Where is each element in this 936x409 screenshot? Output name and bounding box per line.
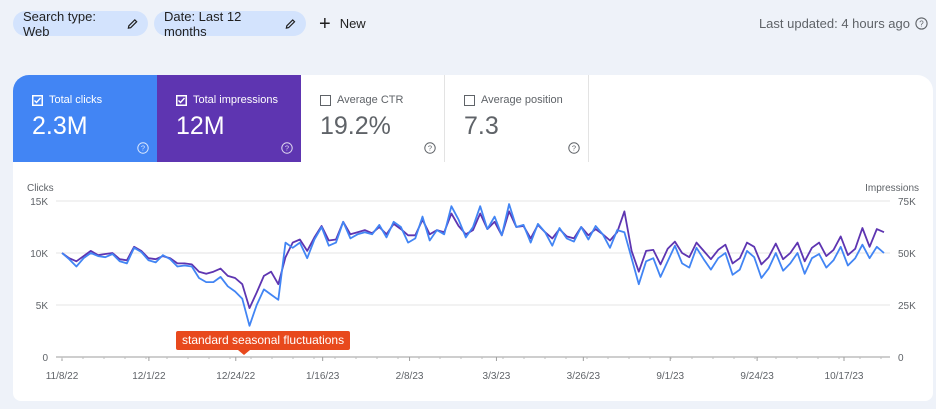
pencil-icon: [285, 18, 296, 29]
help-icon[interactable]: ?: [281, 142, 293, 154]
metric-value: 2.3M: [32, 112, 88, 140]
x-tick-label: 10/17/23: [825, 371, 864, 382]
x-tick-label: 1/16/23: [306, 371, 340, 382]
svg-text:?: ?: [572, 144, 576, 153]
checkbox-checked-icon[interactable]: [176, 94, 187, 106]
x-tick-label: 2/8/23: [396, 371, 424, 382]
search-type-label: Search type: Web: [23, 8, 96, 39]
x-tick-label: 3/26/23: [567, 371, 601, 382]
metric-card-average-ctr[interactable]: Average CTR 19.2% ?: [301, 75, 445, 162]
x-tick-label: 11/8/22: [46, 371, 79, 382]
x-tick-label: 12/24/22: [216, 371, 255, 382]
metric-value: 12M: [176, 112, 225, 140]
svg-text:?: ?: [919, 19, 924, 28]
y-axis-label-left: Clicks: [27, 183, 54, 194]
metric-card-total-clicks[interactable]: Total clicks 2.3M ?: [13, 75, 157, 162]
y-tick-right: 50K: [898, 249, 916, 260]
y-tick-left: 10K: [30, 249, 48, 260]
metric-label: Average CTR: [337, 94, 404, 106]
x-tick-label: 9/24/23: [740, 371, 774, 382]
metric-label: Total clicks: [49, 94, 103, 106]
new-label: New: [339, 16, 366, 31]
y-axis-label-right: Impressions: [865, 183, 919, 194]
metric-value: 7.3: [464, 112, 499, 140]
date-range-chip[interactable]: Date: Last 12 months: [154, 8, 306, 39]
checkbox-checked-icon[interactable]: [32, 94, 43, 106]
metric-cards: Total clicks 2.3M ? Total impressions 12…: [13, 75, 589, 162]
date-range-label: Date: Last 12 months: [164, 8, 242, 39]
last-updated: Last updated: 4 hours ago ?: [759, 16, 928, 31]
last-updated-text: Last updated: 4 hours ago: [758, 16, 910, 31]
series-line-impressions: [61, 210, 885, 310]
help-icon[interactable]: ?: [568, 142, 580, 154]
x-tick-label: 3/3/23: [483, 371, 511, 382]
new-filter-button[interactable]: + New: [319, 11, 366, 36]
y-tick-right: 75K: [898, 197, 916, 208]
help-icon[interactable]: ?: [424, 142, 436, 154]
annotation-pointer: [238, 350, 250, 355]
pencil-icon: [127, 18, 138, 29]
metric-card-average-position[interactable]: Average position 7.3 ?: [445, 75, 589, 162]
help-icon[interactable]: ?: [137, 142, 149, 154]
plus-icon: +: [319, 12, 331, 35]
y-tick-left: 5K: [36, 301, 49, 312]
metric-card-total-impressions[interactable]: Total impressions 12M ?: [157, 75, 301, 162]
help-icon[interactable]: ?: [915, 17, 928, 30]
svg-text:?: ?: [428, 144, 432, 153]
toolbar: Search type: Web Date: Last 12 months + …: [0, 0, 936, 50]
metric-value: 19.2%: [320, 112, 391, 140]
checkbox-unchecked-icon[interactable]: [464, 94, 475, 106]
svg-text:?: ?: [285, 144, 289, 153]
x-tick-label: 9/1/23: [656, 371, 684, 382]
search-type-chip[interactable]: Search type: Web: [13, 8, 148, 39]
metric-label: Total impressions: [193, 94, 278, 106]
y-tick-right: 0: [898, 353, 904, 364]
y-tick-right: 25K: [898, 301, 916, 312]
y-tick-left: 0: [42, 353, 48, 364]
x-tick-label: 12/1/22: [132, 371, 166, 382]
svg-text:?: ?: [141, 144, 145, 153]
series-line-clicks: [61, 203, 885, 327]
y-tick-left: 15K: [30, 197, 48, 208]
checkbox-unchecked-icon[interactable]: [320, 94, 331, 106]
performance-panel: Total clicks 2.3M ? Total impressions 12…: [13, 75, 933, 401]
metric-label: Average position: [481, 94, 563, 106]
